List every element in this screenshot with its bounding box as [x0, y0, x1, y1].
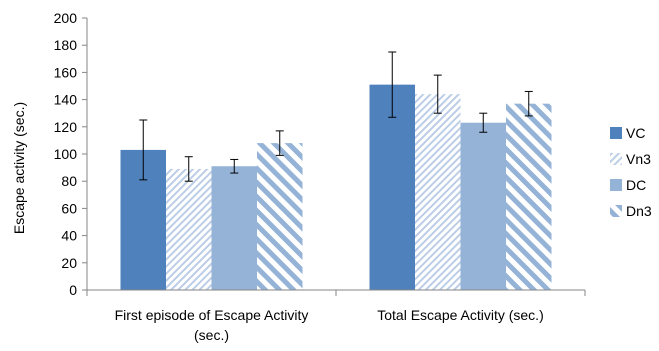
- error-bars: [139, 51, 533, 182]
- legend: VC Vn3 DC Dn3: [610, 125, 652, 219]
- bars: [120, 84, 552, 291]
- legend-swatch-dn3: [610, 205, 622, 217]
- bar-dc-1: [460, 122, 506, 290]
- y-tick-label: 60: [61, 200, 77, 216]
- legend-label-dn3: Dn3: [626, 203, 652, 219]
- y-tick-label: 100: [54, 146, 78, 162]
- axes: [86, 18, 586, 296]
- legend-label-vc: VC: [626, 125, 645, 141]
- legend-swatch-vc: [610, 127, 622, 139]
- bar-vc-1: [369, 84, 415, 290]
- y-tick-label: 40: [61, 228, 77, 244]
- y-tick-label: 140: [54, 92, 78, 108]
- bar-dc-0: [211, 166, 257, 290]
- bar-dn3-1: [506, 103, 552, 291]
- bar-vn3-1: [415, 94, 461, 290]
- x-category-label-line: Total Escape Activity (sec.): [377, 307, 544, 323]
- y-tick-label: 0: [69, 282, 77, 298]
- x-category-label-line: First episode of Escape Activity: [115, 307, 309, 323]
- y-axis-title: Escape activity (sec.): [11, 102, 27, 234]
- legend-swatch-vn3: [610, 153, 622, 165]
- y-tick-label: 200: [54, 10, 78, 26]
- x-category-label-line: (sec.): [194, 327, 229, 343]
- legend-label-dc: DC: [626, 177, 646, 193]
- x-category-label: First episode of Escape Activity (sec.): [115, 307, 309, 343]
- y-axis-ticks: 0 20 40 60 80 100 120 140 160 180 200: [54, 10, 87, 298]
- y-tick-label: 80: [61, 173, 77, 189]
- x-axis-labels: First episode of Escape Activity (sec.) To…: [115, 307, 544, 343]
- legend-label-vn3: Vn3: [626, 151, 651, 167]
- bar-vn3-0: [166, 168, 212, 290]
- x-category-label: Total Escape Activity (sec.): [377, 307, 544, 323]
- legend-swatch-dc: [610, 179, 622, 191]
- y-tick-label: 20: [61, 255, 77, 271]
- bar-dn3-0: [257, 143, 303, 290]
- y-tick-label: 120: [54, 119, 78, 135]
- y-tick-label: 180: [54, 37, 78, 53]
- y-tick-label: 160: [54, 64, 78, 80]
